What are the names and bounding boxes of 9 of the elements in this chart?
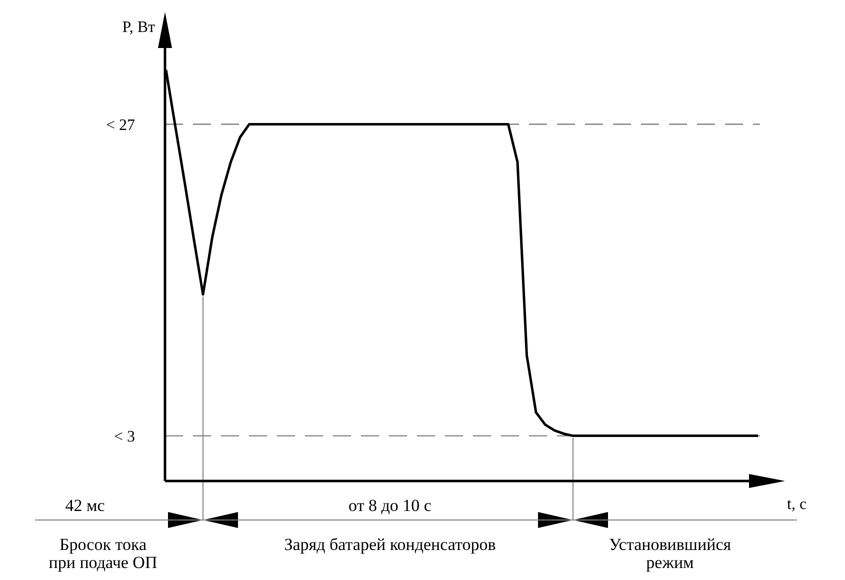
text: 42 мс bbox=[65, 496, 106, 515]
text: от 8 до 10 с bbox=[348, 496, 432, 515]
text: Бросок тока при подаче ОП bbox=[48, 535, 158, 572]
text: < 27 bbox=[106, 116, 135, 134]
text: < 3 bbox=[114, 428, 135, 446]
text: Установившийся режим bbox=[608, 535, 732, 572]
y-axis-title: P, Вт bbox=[122, 19, 155, 36]
x-axis-title: t, с bbox=[787, 496, 807, 513]
text: Заряд батарей конденсаторов bbox=[284, 535, 496, 554]
